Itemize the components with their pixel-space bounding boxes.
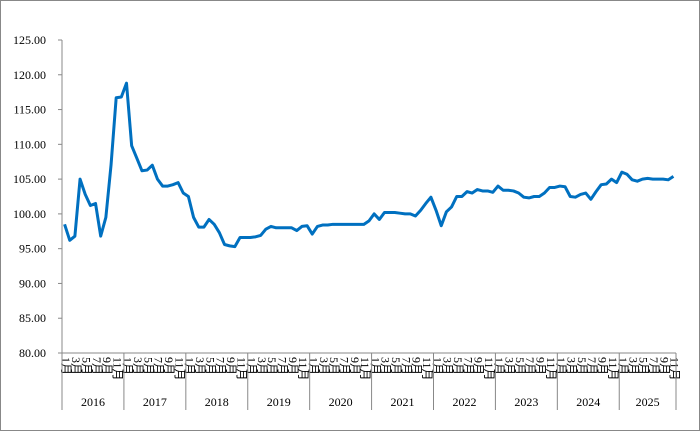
- y-tick-label: 120.00: [13, 68, 46, 82]
- x-tick-label: 5月: [79, 357, 93, 375]
- year-label: 2020: [329, 395, 353, 409]
- x-tick-label: 11月: [358, 357, 372, 381]
- x-tick-label: 3月: [626, 357, 640, 375]
- x-tick-label: 3月: [69, 357, 83, 375]
- x-tick-label: 7月: [152, 357, 166, 375]
- y-tick-label: 100.00: [13, 207, 46, 221]
- x-tick-label: 9月: [657, 357, 671, 375]
- year-label: 2016: [81, 395, 105, 409]
- x-tick-label: 9月: [534, 357, 548, 375]
- x-tick-label: 5月: [389, 357, 403, 375]
- year-label: 2018: [205, 395, 229, 409]
- x-tick-label: 5月: [265, 357, 279, 375]
- y-tick-label: 125.00: [13, 33, 46, 47]
- x-tick-label: 7月: [276, 357, 290, 375]
- x-tick-label: 9月: [595, 357, 609, 375]
- x-tick-label: 11月: [482, 357, 496, 381]
- y-tick-label: 105.00: [13, 172, 46, 186]
- x-tick-label: 9月: [224, 357, 238, 375]
- x-tick-label: 7月: [90, 357, 104, 375]
- x-tick-label: 5月: [513, 357, 527, 375]
- x-tick-label: 11月: [668, 357, 682, 381]
- data-line: [63, 81, 675, 249]
- x-tick-label: 9月: [348, 357, 362, 375]
- x-tick-label: 3月: [379, 357, 393, 375]
- x-tick-label: 5月: [575, 357, 589, 375]
- x-tick-label: 3月: [441, 357, 455, 375]
- y-tick-label: 95.00: [19, 242, 46, 256]
- x-tick-label: 5月: [203, 357, 217, 375]
- x-tick-label: 7月: [337, 357, 351, 375]
- y-tick-label: 80.00: [19, 346, 46, 360]
- x-tick-label: 3月: [564, 357, 578, 375]
- x-tick-label: 11月: [420, 357, 434, 381]
- x-tick-label: 5月: [451, 357, 465, 375]
- y-tick-label: 115.00: [13, 103, 46, 117]
- x-tick-label: 3月: [503, 357, 517, 375]
- y-tick-label: 85.00: [19, 311, 46, 325]
- x-tick-label: 7月: [461, 357, 475, 375]
- x-tick-label: 9月: [286, 357, 300, 375]
- y-tick-label: 90.00: [19, 276, 46, 290]
- x-tick-label: 11月: [172, 357, 186, 381]
- x-tick-label: 3月: [317, 357, 331, 375]
- x-tick-label: 3月: [131, 357, 145, 375]
- x-tick-label: 9月: [100, 357, 114, 375]
- x-tick-label: 11月: [606, 357, 620, 381]
- x-tick-label: 7月: [214, 357, 228, 375]
- year-label: 2025: [636, 395, 660, 409]
- x-tick-label: 5月: [637, 357, 651, 375]
- x-tick-label: 3月: [193, 357, 207, 375]
- year-label: 2017: [143, 395, 167, 409]
- y-tick-label: 110.00: [13, 137, 46, 151]
- x-tick-label: 11月: [296, 357, 310, 381]
- x-tick-label: 11月: [110, 357, 124, 381]
- x-tick-label: 5月: [327, 357, 341, 375]
- year-label: 2022: [452, 395, 476, 409]
- x-tick-label: 5月: [141, 357, 155, 375]
- year-label: 2024: [576, 395, 600, 409]
- x-tick-label: 7月: [399, 357, 413, 375]
- x-tick-label: 9月: [472, 357, 486, 375]
- x-tick-label: 9月: [162, 357, 176, 375]
- year-label: 2019: [267, 395, 291, 409]
- year-label: 2023: [514, 395, 538, 409]
- x-tick-label: 7月: [585, 357, 599, 375]
- x-tick-label: 7月: [647, 357, 661, 375]
- year-label: 2021: [391, 395, 415, 409]
- x-tick-label: 7月: [523, 357, 537, 375]
- x-tick-label: 9月: [410, 357, 424, 375]
- x-tick-label: 3月: [255, 357, 269, 375]
- x-tick-label: 11月: [234, 357, 248, 381]
- x-tick-label: 11月: [544, 357, 558, 381]
